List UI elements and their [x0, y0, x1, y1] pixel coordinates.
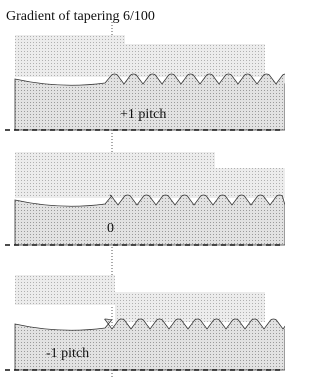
- collar-block: [15, 152, 215, 198]
- collar-block: [215, 168, 285, 198]
- thread-profile: [15, 195, 285, 245]
- panel-label: +1 pitch: [120, 107, 166, 122]
- collar-block: [125, 44, 265, 77]
- panels: +1 pitch 0 -1 pitch: [5, 35, 285, 370]
- title: Gradient of tapering 6/100: [6, 9, 155, 24]
- panel-label: 0: [107, 221, 114, 236]
- panel-label: -1 pitch: [46, 346, 89, 361]
- collar-block: [15, 275, 115, 305]
- collar-block: [115, 292, 265, 322]
- thread-profile: [15, 319, 285, 370]
- diagram: Gradient of tapering 6/100 +1 pitch 0 -1 p…: [0, 0, 285, 378]
- collar-block: [15, 35, 125, 77]
